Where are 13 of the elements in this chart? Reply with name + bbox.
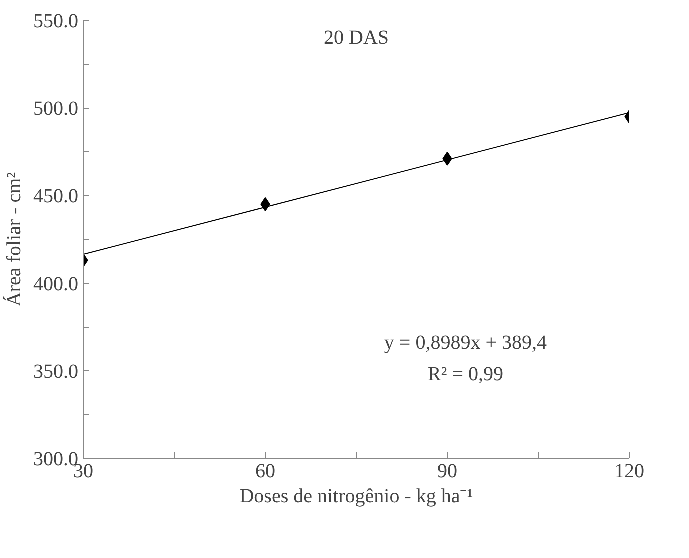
x-axis-title: Doses de nitrogênio - kg ha⁻¹	[240, 486, 474, 508]
y-tick-label: 500.0	[34, 98, 78, 120]
x-tick-label: 120	[614, 460, 644, 482]
y-tick-label: 400.0	[34, 273, 78, 296]
x-tick-label: 60	[256, 460, 276, 482]
annotation: R² = 0,99	[428, 363, 504, 386]
y-tick-label: 350.0	[34, 360, 78, 383]
y-tick-label: 550.0	[34, 10, 78, 32]
y-axis-title: Área foliar - cm²	[2, 172, 26, 307]
annotation: y = 0,8989x + 389,4	[384, 332, 547, 354]
y-tick-label: 450.0	[34, 186, 78, 208]
chart-title: 20 DAS	[324, 27, 390, 50]
x-tick-label: 90	[438, 460, 458, 482]
